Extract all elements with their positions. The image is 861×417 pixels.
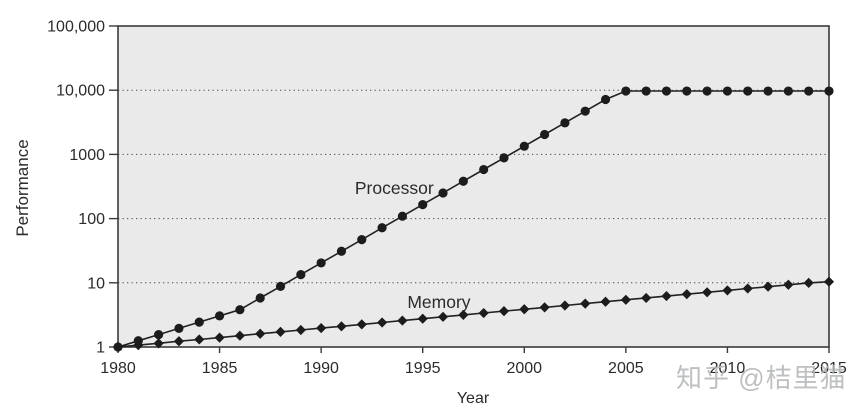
x-axis-title: Year [456, 390, 490, 407]
data-point-circle [296, 270, 306, 280]
y-tick-label: 1 [96, 340, 105, 357]
x-tick-label: 1995 [405, 360, 441, 377]
data-point-circle [255, 293, 265, 303]
data-point-circle [275, 281, 286, 291]
data-point-circle [194, 317, 204, 327]
data-point-diamond [173, 336, 185, 347]
data-point-diamond [478, 307, 489, 319]
x-tick-label: 2010 [710, 360, 746, 377]
data-point-circle [621, 86, 631, 96]
data-point-circle [458, 176, 468, 186]
data-point-circle [560, 118, 570, 128]
data-point-diamond [417, 313, 428, 324]
data-point-diamond [600, 296, 611, 307]
data-point-diamond [641, 292, 652, 304]
plot-border [117, 25, 830, 348]
data-point-circle [600, 94, 611, 105]
data-point-circle [743, 86, 753, 96]
data-point-circle [418, 200, 428, 210]
data-point-diamond [295, 324, 306, 336]
plot-area [118, 26, 829, 347]
data-point-circle [763, 86, 773, 96]
data-point-circle [174, 323, 184, 333]
data-point-diamond [255, 328, 266, 339]
y-tick-label: 100 [78, 211, 105, 228]
data-point-diamond [316, 323, 327, 334]
data-point-circle [214, 311, 225, 321]
series-memory [112, 276, 835, 353]
data-point-diamond [661, 290, 672, 302]
data-point-circle [783, 86, 793, 96]
data-point-circle [316, 258, 326, 268]
data-point-diamond [376, 317, 388, 328]
data-point-circle [357, 235, 367, 245]
data-point-circle [824, 86, 834, 96]
data-point-circle [661, 86, 672, 96]
gridlines [118, 89, 829, 284]
x-axis: 1980 1985 1990 1995 2000 2005 2010 2015 [100, 347, 847, 377]
data-point-diamond [498, 306, 510, 317]
data-point-circle [702, 86, 712, 96]
data-point-circle [438, 188, 448, 198]
data-point-circle [479, 164, 489, 175]
data-point-circle [235, 305, 245, 315]
data-point-diamond [153, 338, 164, 349]
data-point-circle [682, 86, 692, 96]
x-tick-label: 1990 [303, 360, 339, 377]
watermark: 知乎 @桔里猫 [676, 363, 847, 393]
data-point-diamond [336, 321, 347, 332]
x-tick-label: 2015 [811, 360, 847, 377]
data-point-circle [499, 153, 509, 163]
data-point-circle [336, 246, 347, 256]
data-point-circle [722, 86, 733, 96]
data-point-diamond [356, 319, 367, 330]
data-point-circle [540, 129, 550, 140]
y-tick-label: 10,000 [56, 83, 105, 100]
x-tick-label: 1980 [100, 360, 136, 377]
y-axis: 1 10 100 1000 10,000 100,000 [47, 19, 118, 357]
y-tick-label: 1000 [69, 147, 105, 164]
data-point-circle [641, 86, 651, 96]
data-point-diamond [702, 287, 713, 298]
x-tick-label: 2000 [506, 360, 542, 377]
data-point-diamond [397, 315, 408, 326]
data-point-diamond [275, 326, 286, 337]
series-processor [113, 86, 834, 352]
data-point-circle [154, 330, 164, 340]
data-point-circle [580, 106, 590, 116]
x-tick-label: 1985 [202, 360, 238, 377]
y-axis-title: Performance [13, 139, 32, 237]
data-point-diamond [437, 311, 449, 322]
y-tick-label: 100,000 [47, 19, 105, 36]
series-label-processor: Processor [355, 178, 434, 198]
data-point-diamond [539, 302, 550, 313]
data-point-diamond [803, 277, 814, 288]
data-point-diamond [458, 309, 469, 321]
y-tick-label: 10 [87, 275, 105, 292]
data-point-circle [377, 223, 387, 233]
data-point-diamond [762, 281, 774, 292]
data-point-circle [804, 86, 814, 96]
data-point-circle [397, 211, 407, 221]
data-point-circle [519, 141, 529, 151]
data-point-diamond [133, 340, 144, 351]
data-point-diamond [519, 304, 530, 315]
series-label-memory: Memory [407, 292, 470, 312]
x-tick-label: 2005 [608, 360, 644, 377]
data-point-diamond [823, 276, 835, 287]
